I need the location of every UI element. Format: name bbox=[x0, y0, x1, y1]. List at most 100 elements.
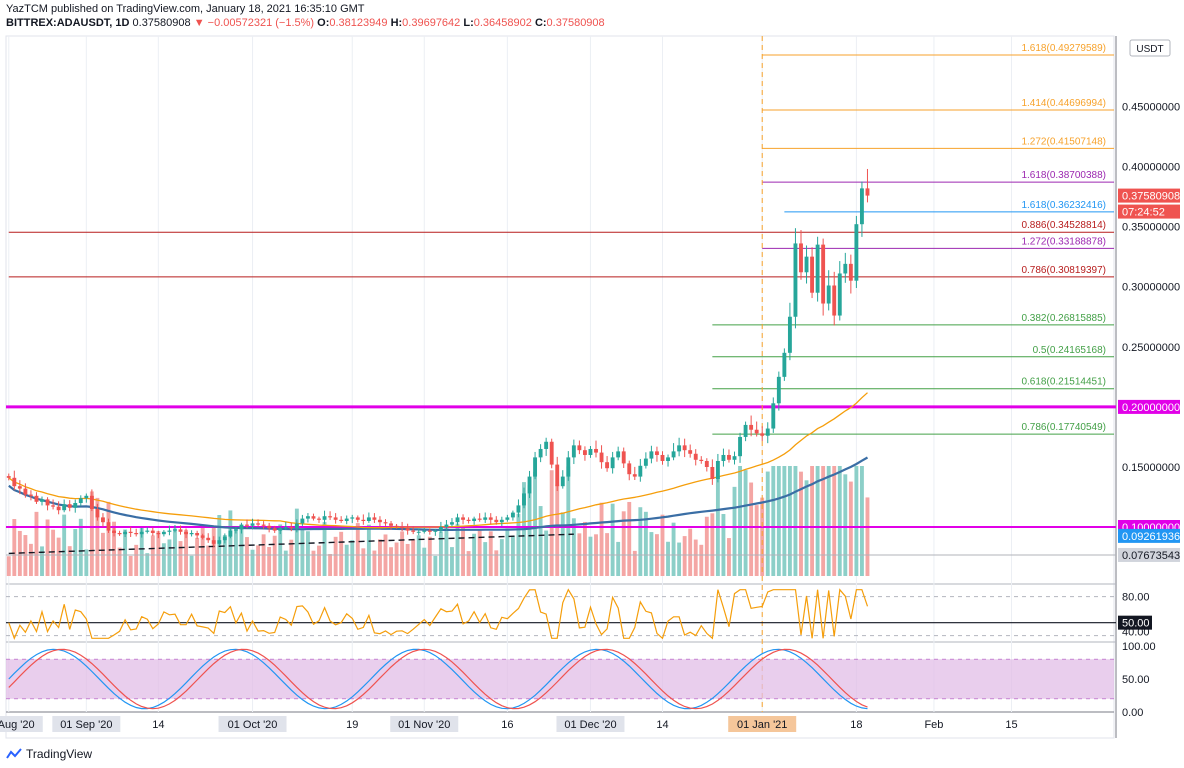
candle-body bbox=[261, 524, 266, 526]
candle-body bbox=[754, 429, 759, 434]
time-tick-label: 15 bbox=[1005, 719, 1017, 731]
volume-bar bbox=[793, 466, 798, 576]
candle-body bbox=[267, 525, 272, 529]
candle-body bbox=[411, 530, 416, 532]
volume-bar bbox=[483, 542, 488, 576]
volume-bar bbox=[782, 466, 787, 576]
volume-bar bbox=[433, 555, 438, 576]
candle-body bbox=[538, 448, 543, 458]
candle-body bbox=[328, 516, 333, 518]
candle-body bbox=[145, 530, 150, 532]
volume-bar bbox=[278, 524, 283, 576]
volume-bar bbox=[117, 547, 122, 576]
candle-body bbox=[394, 525, 399, 527]
candle-body bbox=[211, 540, 216, 544]
candle-body bbox=[339, 519, 344, 521]
candle-body bbox=[666, 457, 670, 461]
candle-body bbox=[317, 518, 321, 520]
volume-bar bbox=[350, 540, 355, 576]
plot-frame bbox=[5, 35, 1115, 739]
time-tick-label: 18 bbox=[850, 719, 862, 731]
candle-body bbox=[605, 462, 610, 469]
volume-bar bbox=[195, 537, 200, 576]
fib-level-label: 1.618(0.49279589) bbox=[1021, 43, 1106, 54]
candle-body bbox=[743, 424, 748, 437]
volume-bar bbox=[305, 531, 310, 576]
candle-body bbox=[588, 448, 593, 455]
volume-bar bbox=[749, 482, 754, 576]
volume-bar bbox=[95, 497, 100, 576]
candle-body bbox=[438, 527, 443, 531]
close-label: C: bbox=[534, 17, 547, 29]
candle-body bbox=[799, 243, 803, 273]
close-value: 0.37580908 bbox=[546, 17, 605, 29]
candle-body bbox=[776, 376, 781, 404]
volume-bar bbox=[693, 539, 698, 576]
candle-body bbox=[787, 316, 792, 353]
candle-body bbox=[632, 474, 637, 477]
volume-bar bbox=[45, 519, 50, 576]
tradingview-logo-icon bbox=[6, 748, 22, 759]
time-tick-highlight bbox=[218, 716, 287, 732]
candle-body bbox=[355, 517, 360, 520]
volume-bar bbox=[810, 466, 815, 576]
volume-bar bbox=[859, 466, 864, 576]
candle-body bbox=[560, 476, 565, 487]
time-tick-label: 01 Aug '20 bbox=[0, 719, 35, 731]
candle-body bbox=[655, 451, 659, 455]
volume-bar bbox=[765, 471, 770, 576]
volume-bar bbox=[732, 486, 737, 576]
volume-bar bbox=[555, 484, 560, 576]
time-tick-highlight bbox=[0, 716, 43, 732]
candle-body bbox=[688, 450, 693, 454]
rsi-tag bbox=[1118, 615, 1152, 630]
candle-body bbox=[599, 452, 604, 463]
candle-body bbox=[17, 486, 22, 489]
candle-body bbox=[344, 518, 349, 521]
volume-bar bbox=[826, 466, 831, 576]
candle-body bbox=[627, 463, 632, 475]
volume-bar bbox=[704, 516, 709, 576]
volume-bar bbox=[411, 539, 416, 576]
volume-bar bbox=[6, 556, 11, 576]
candle-body bbox=[333, 517, 338, 520]
candle-body bbox=[112, 530, 116, 533]
candle-body bbox=[422, 530, 427, 532]
volume-bar bbox=[189, 555, 194, 576]
volume-bar bbox=[799, 471, 803, 576]
candle-body bbox=[378, 519, 382, 523]
footer: TradingView bbox=[6, 744, 92, 764]
candle-body bbox=[721, 454, 726, 461]
fib-level-label: 0.5(0.24165168) bbox=[1033, 345, 1106, 356]
candle-body bbox=[106, 522, 111, 531]
fib-level-label: 1.272(0.41507148) bbox=[1021, 136, 1106, 147]
candle-body bbox=[134, 533, 139, 535]
open-label: O: bbox=[317, 17, 330, 29]
candle-body bbox=[837, 273, 842, 316]
candle-body bbox=[677, 445, 682, 452]
candle-body bbox=[161, 531, 166, 535]
price-tag bbox=[1118, 399, 1180, 414]
candle-body bbox=[139, 531, 144, 535]
candle-body bbox=[167, 530, 172, 532]
volume-bar bbox=[627, 501, 632, 576]
price-change: −0.00572321 (−1.5%) bbox=[207, 17, 315, 29]
time-tick-label: 01 Nov '20 bbox=[398, 719, 450, 731]
volume-bar bbox=[461, 525, 465, 576]
candle-body bbox=[510, 512, 515, 518]
volume-bar bbox=[206, 545, 211, 576]
trend-line bbox=[8, 533, 574, 555]
candle-body bbox=[239, 524, 244, 530]
candle-body bbox=[294, 523, 299, 529]
fib-level-label: 1.618(0.38700388) bbox=[1021, 170, 1106, 181]
time-tick-label: 19 bbox=[346, 719, 358, 731]
volume-bar bbox=[450, 547, 454, 576]
volume-bar bbox=[184, 529, 188, 576]
candle-body bbox=[95, 509, 100, 518]
candle-body bbox=[34, 495, 39, 502]
candle-body bbox=[649, 451, 654, 459]
candle-body bbox=[499, 519, 504, 523]
moving-average-200 bbox=[8, 456, 869, 531]
rsi-line bbox=[8, 588, 869, 640]
